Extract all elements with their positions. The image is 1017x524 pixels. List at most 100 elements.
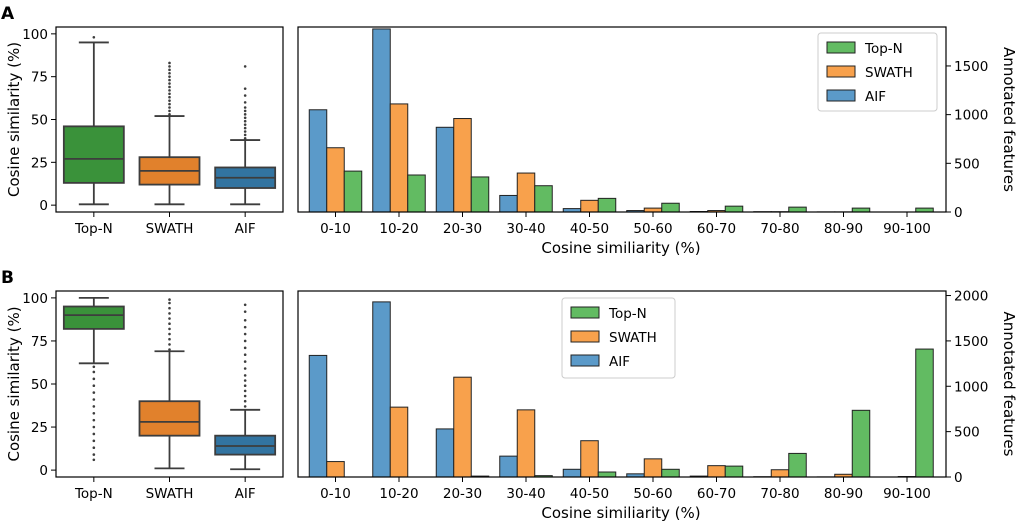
legend-swatch-aif	[826, 89, 856, 102]
bar-top-n-50-60	[661, 468, 680, 478]
bar-top-n-80-90	[851, 409, 871, 478]
legend-swatch-top-n	[826, 41, 856, 54]
outlier-point	[168, 332, 171, 336]
bar-swath-20-30	[453, 118, 472, 213]
y-tick-label: 0	[954, 205, 963, 221]
outlier-point	[92, 432, 96, 436]
legend-swatch-top-n	[570, 306, 600, 319]
outlier-point	[168, 343, 171, 346]
outlier-point	[243, 384, 247, 388]
axes-frame	[297, 290, 947, 478]
panel-a-label: A	[1, 4, 15, 24]
outlier-point	[168, 106, 171, 109]
x-tick-label: 80-90	[824, 486, 863, 502]
x-tick-label: 50-60	[633, 486, 672, 502]
outlier-point	[243, 405, 247, 408]
y-tick-label: 25	[31, 420, 48, 436]
outlier-point	[168, 78, 171, 82]
x-tick-label: 0-10	[320, 221, 351, 237]
x-tick-label: 10-20	[379, 221, 418, 237]
outlier-point	[168, 82, 171, 85]
y-tick-label: 100	[22, 291, 48, 307]
outlier-point	[92, 418, 96, 422]
outlier-point	[168, 99, 171, 102]
outlier-point	[168, 327, 171, 331]
legend-label: SWATH	[609, 330, 657, 346]
bar-swath-10-20	[389, 103, 409, 213]
legend: Top-N SWATH AIF	[817, 32, 938, 112]
outlier-point	[168, 68, 171, 72]
bar-aif-30-40	[499, 194, 518, 213]
bar-top-n-90-100	[915, 348, 934, 478]
axes-frame	[297, 26, 947, 213]
bar-aif-20-30	[435, 428, 455, 478]
legend-swatch-swath	[570, 330, 600, 343]
axes-frame	[55, 290, 284, 478]
outlier-point	[243, 87, 247, 90]
outlier-point	[243, 303, 247, 307]
x-tick-label: 30-40	[506, 221, 545, 237]
outlier-point	[243, 116, 247, 120]
legend: Top-N SWATH AIF	[561, 297, 676, 379]
outlier-point	[168, 61, 171, 65]
x-tick-label: SWATH	[146, 221, 194, 237]
x-tick-label: 90-100	[883, 486, 931, 502]
outlier-point	[168, 65, 171, 68]
y-tick-label: 75	[31, 70, 48, 86]
y-tick-label: 500	[954, 425, 980, 441]
axes-frame	[55, 26, 284, 213]
outlier-point	[92, 391, 96, 394]
outlier-point	[168, 312, 171, 315]
outlier-point	[168, 317, 171, 320]
x-tick-label: 70-80	[760, 486, 799, 502]
box-swath	[138, 400, 201, 437]
outlier-point	[243, 123, 247, 126]
outlier-point	[168, 337, 171, 341]
x-tick-label: 20-30	[443, 486, 482, 502]
x-tick-label: AIF	[235, 221, 256, 237]
outlier-point	[92, 446, 96, 450]
y-tick-label: 0	[954, 470, 963, 486]
y-tick-label: 25	[31, 155, 48, 171]
outlier-point	[92, 405, 96, 408]
outlier-point	[168, 298, 171, 301]
y-tick-label: 50	[31, 377, 48, 393]
outlier-point	[243, 379, 247, 382]
bar-top-n-30-40	[534, 185, 553, 213]
x-tick-label: 60-70	[697, 221, 736, 237]
bar-aif-10-20	[372, 301, 391, 478]
outlier-point	[243, 353, 247, 357]
legend-label: AIF	[865, 89, 886, 105]
x-tick-label: AIF	[235, 486, 256, 502]
y-tick-label: 1000	[954, 108, 988, 124]
bar-top-n-50-60	[661, 202, 680, 213]
bar-top-n-70-80	[788, 452, 807, 478]
bar-aif-30-40	[499, 455, 518, 478]
y-tick-label: 0	[39, 463, 48, 479]
outlier-point	[92, 370, 96, 374]
bar-swath-70-80	[770, 469, 790, 478]
panel-b-label: B	[1, 268, 14, 288]
x-tick-label: SWATH	[146, 486, 194, 502]
bar-top-n-0-10	[343, 170, 363, 213]
legend-swatch-aif	[570, 354, 600, 367]
outlier-point	[92, 411, 96, 415]
outlier-point	[168, 322, 171, 326]
bar-swath-50-60	[643, 458, 663, 478]
y-tick-label: 1500	[954, 334, 988, 350]
outlier-point	[168, 71, 171, 75]
bar-aif-10-20	[372, 28, 391, 213]
bar-top-n-60-70	[724, 465, 744, 478]
outlier-point	[92, 398, 96, 401]
outlier-point	[243, 332, 247, 336]
y-tick-label: 0	[39, 198, 48, 214]
bar-top-n-60-70	[724, 205, 744, 213]
outlier-point	[92, 384, 96, 388]
y-axis-label: Annotated features	[1000, 47, 1017, 192]
outlier-point	[243, 113, 247, 116]
legend-label: Top-N	[864, 41, 903, 57]
outlier-point	[243, 318, 247, 322]
outlier-point	[243, 130, 247, 133]
outlier-point	[243, 106, 247, 109]
